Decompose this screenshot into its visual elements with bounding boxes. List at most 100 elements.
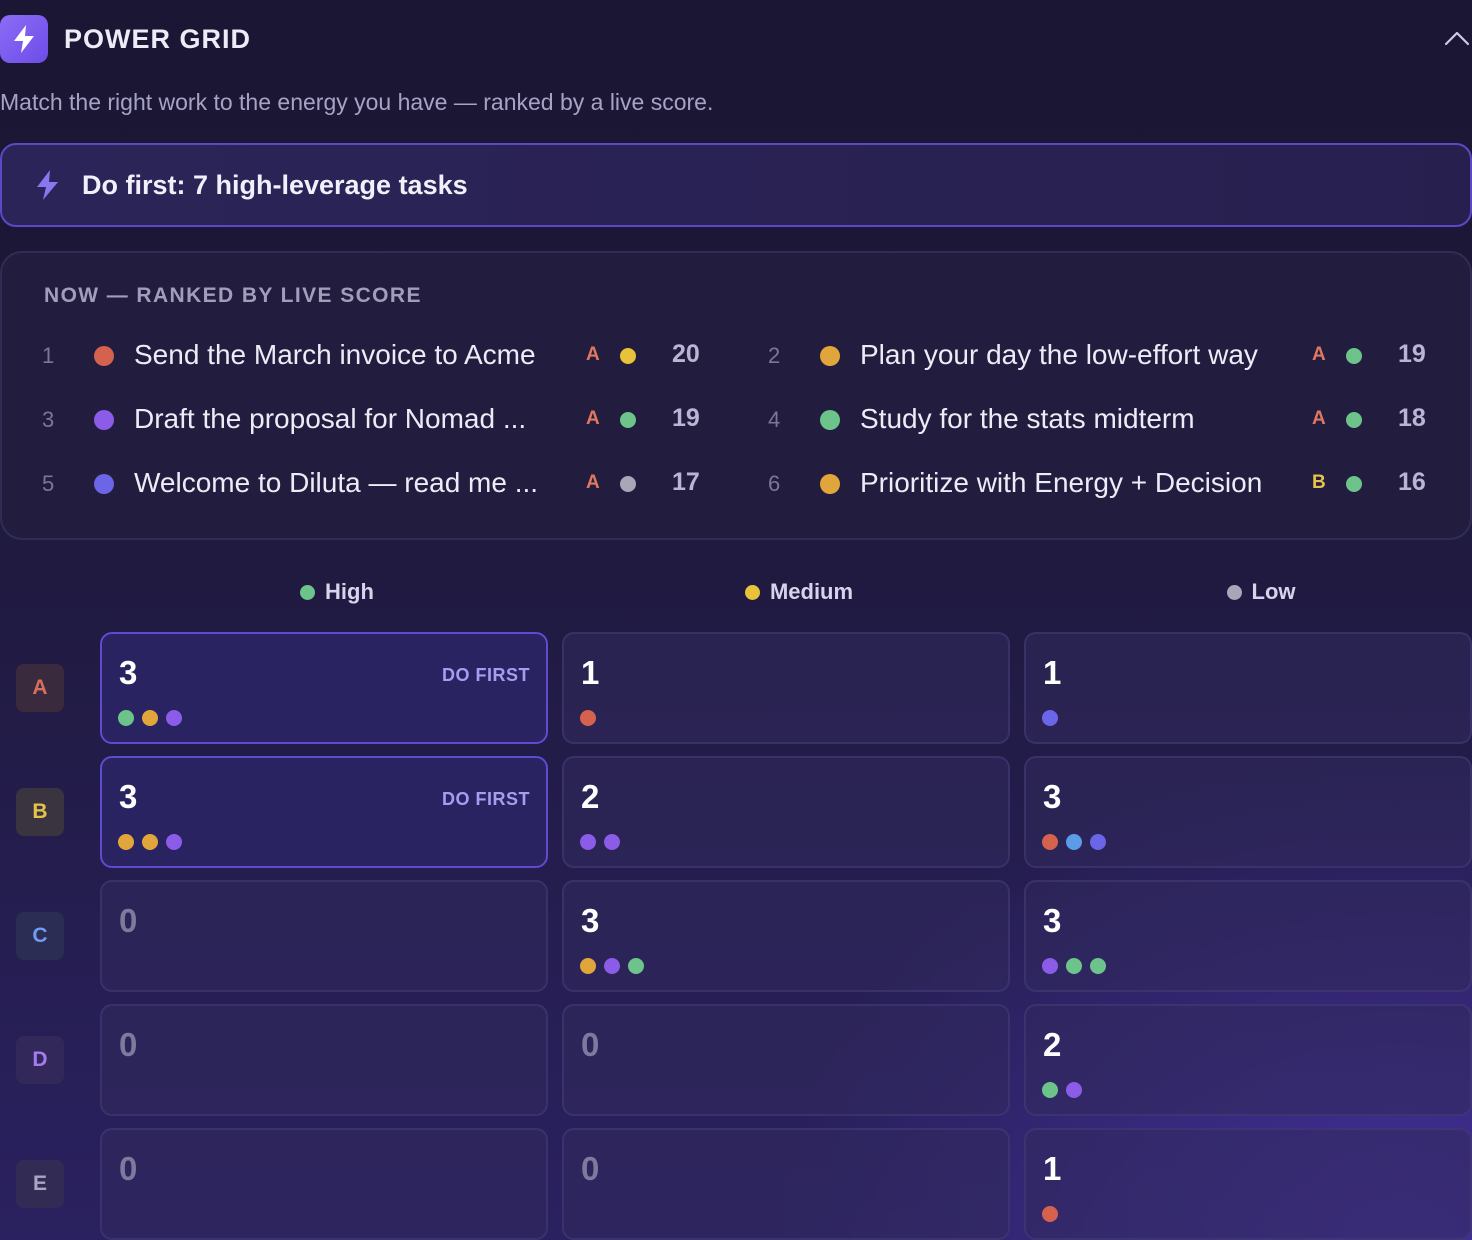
rank-number: 6	[768, 471, 781, 496]
task-dot	[1042, 958, 1058, 974]
task-count: 3	[1043, 902, 1062, 939]
task-dot	[142, 710, 158, 726]
task-count: 3	[581, 902, 600, 939]
grid-cell[interactable]: 3 DO FIRST	[100, 632, 548, 744]
project-color-dot	[94, 474, 114, 494]
ranked-list-heading: NOW — RANKED BY LIVE SCORE	[44, 284, 422, 307]
ranked-item[interactable]: 1 Send the March invoice to Acme A 20	[42, 335, 722, 375]
grid-cell[interactable]: 0	[562, 1004, 1010, 1116]
task-dots	[1042, 958, 1106, 974]
column-header-high: High	[300, 578, 374, 606]
live-score: 19	[672, 404, 700, 432]
grid-cell[interactable]: 3	[1024, 880, 1472, 992]
task-count: 0	[119, 902, 138, 939]
task-dot	[142, 834, 158, 850]
task-count: 0	[119, 1026, 138, 1063]
task-count: 3	[119, 778, 138, 815]
do-first-tag: DO FIRST	[442, 789, 530, 809]
page-title: POWER GRID	[64, 24, 252, 54]
grid-cell[interactable]: 1	[562, 632, 1010, 744]
task-dot	[118, 834, 134, 850]
row-label-c: C	[16, 912, 64, 960]
do-first-tag: DO FIRST	[442, 665, 530, 685]
ranked-item[interactable]: 6 Prioritize with Energy + Decision B 16	[768, 463, 1448, 503]
task-dots	[1042, 1206, 1058, 1222]
task-count: 2	[1043, 1026, 1062, 1063]
ranked-item[interactable]: 3 Draft the proposal for Nomad ... A 19	[42, 399, 722, 439]
task-dot	[1066, 958, 1082, 974]
energy-dot	[1226, 584, 1242, 600]
grid-cell[interactable]: 3	[562, 880, 1010, 992]
energy-dot	[744, 584, 760, 600]
task-dot	[1066, 834, 1082, 850]
rank-number: 1	[42, 343, 55, 368]
task-dots	[580, 710, 596, 726]
ranked-list-panel: NOW — RANKED BY LIVE SCORE 1 Send the Mar…	[0, 251, 1472, 540]
task-count: 1	[1043, 654, 1062, 691]
energy-dot	[620, 348, 636, 364]
collapse-button[interactable]	[1442, 23, 1472, 53]
task-grade: A	[1312, 344, 1326, 365]
rank-number: 2	[768, 343, 781, 368]
ranked-item[interactable]: 2 Plan your day the low-effort way A 19	[768, 335, 1448, 375]
task-dot	[580, 958, 596, 974]
column-label: High	[325, 579, 374, 604]
live-score: 16	[1398, 468, 1426, 496]
task-count: 1	[581, 654, 600, 691]
grid-cell[interactable]: 0	[562, 1128, 1010, 1240]
task-dot	[1090, 958, 1106, 974]
grid-cell[interactable]: 2	[562, 756, 1010, 868]
task-dots	[1042, 1082, 1082, 1098]
project-color-dot	[820, 410, 840, 430]
grid-cell[interactable]: 1	[1024, 1128, 1472, 1240]
task-dot	[166, 710, 182, 726]
row-label-d: D	[16, 1036, 64, 1084]
column-header-low: Low	[1226, 578, 1296, 606]
grid-cell[interactable]: 3	[1024, 756, 1472, 868]
task-dots	[118, 834, 182, 850]
grid-cell[interactable]: 0	[100, 1004, 548, 1116]
task-dots	[580, 958, 644, 974]
grid-cell[interactable]: 3 DO FIRST	[100, 756, 548, 868]
energy-dot	[1346, 476, 1362, 492]
rank-number: 3	[42, 407, 55, 432]
task-dots	[580, 834, 620, 850]
task-dot	[1042, 710, 1058, 726]
energy-dot	[300, 584, 316, 600]
task-dot	[1042, 1206, 1058, 1222]
project-color-dot	[820, 474, 840, 494]
do-first-label: Do first: 7 high-leverage tasks	[82, 169, 468, 200]
column-label: Medium	[769, 579, 854, 604]
task-dot	[580, 710, 596, 726]
task-count: 0	[119, 1150, 138, 1187]
energy-dot	[620, 412, 636, 428]
task-dots	[1042, 834, 1106, 850]
ranked-item[interactable]: 4 Study for the stats midterm A 18	[768, 399, 1448, 439]
task-count: 0	[581, 1026, 600, 1063]
task-name: Prioritize with Energy + Decision	[860, 467, 1263, 498]
lightning-bolt-icon	[0, 15, 48, 63]
ranked-item[interactable]: 5 Welcome to Diluta — read me ... A 17	[42, 463, 722, 503]
grid-cell[interactable]: 1	[1024, 632, 1472, 744]
task-dot	[1042, 834, 1058, 850]
column-header-medium: Medium	[744, 578, 854, 606]
project-color-dot	[94, 346, 114, 366]
grid-cell[interactable]: 2	[1024, 1004, 1472, 1116]
task-dot	[118, 710, 134, 726]
task-dot	[580, 834, 596, 850]
task-dots	[118, 710, 182, 726]
project-color-dot	[820, 346, 840, 366]
live-score: 18	[1398, 404, 1426, 432]
energy-dot	[1346, 412, 1362, 428]
do-first-banner[interactable]: Do first: 7 high-leverage tasks	[0, 143, 1472, 227]
rank-number: 4	[768, 407, 781, 432]
task-name: Plan your day the low-effort way	[860, 339, 1258, 370]
grid-cell[interactable]: 0	[100, 1128, 548, 1240]
task-count: 3	[1043, 778, 1062, 815]
task-name: Study for the stats midterm	[860, 403, 1195, 434]
task-dot	[166, 834, 182, 850]
header: POWER GRID	[0, 15, 1472, 63]
grid-cell[interactable]: 0	[100, 880, 548, 992]
task-grade: A	[586, 344, 600, 365]
chevron-up-icon	[1444, 31, 1470, 46]
